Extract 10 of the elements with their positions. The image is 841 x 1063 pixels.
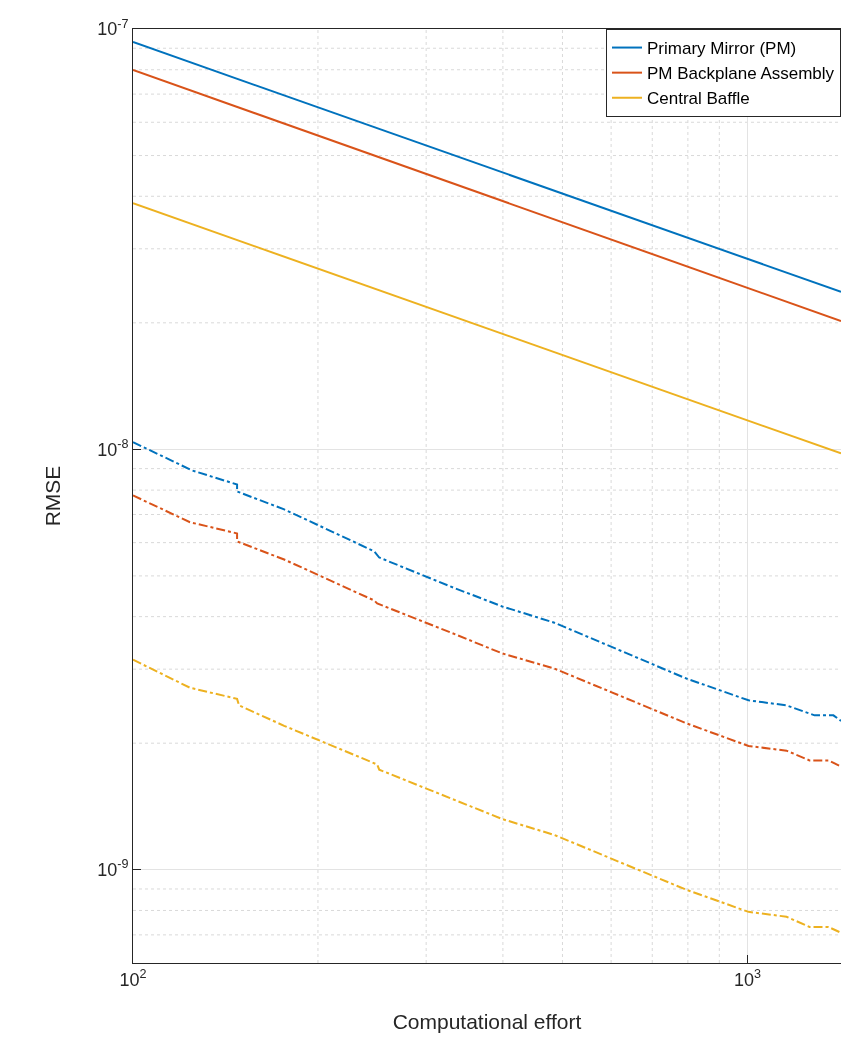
y-tick-label: 10$^{-9}$ <box>97 857 129 881</box>
x-tick-label: 10$^{2}$ <box>119 967 147 990</box>
x-tick-label: 10$^{3}$ <box>733 967 761 990</box>
legend-label: PM Backplane Assembly <box>647 64 835 84</box>
legend-label: Central Baffle <box>647 89 750 109</box>
legend-label: Primary Mirror (PM) <box>647 39 797 59</box>
x-axis-title: Computational effort <box>392 1009 582 1033</box>
y-tick-label: 10$^{-8}$ <box>97 437 129 460</box>
y-tick-label: 10$^{-7}$ <box>97 16 129 40</box>
y-axis-title: RMSE <box>41 465 65 527</box>
